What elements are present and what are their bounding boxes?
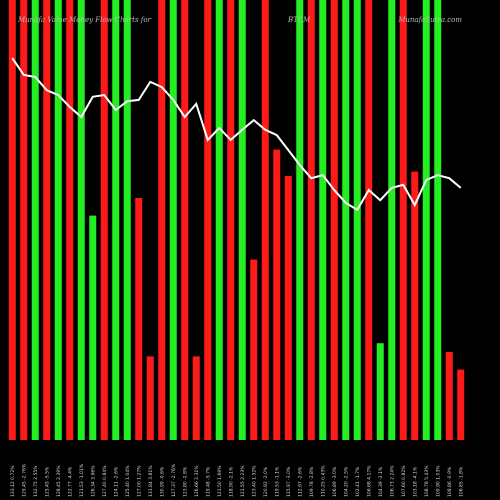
x-tick-label: 121.50 1.69% [217, 465, 223, 497]
bar [284, 176, 292, 440]
x-tick-label: 104.20 -2.5% [343, 466, 349, 497]
x-tick-label: 103.18 -4.1% [412, 466, 418, 497]
bar [89, 215, 97, 440]
x-tick-label: 129.45 -2.76% [21, 463, 27, 497]
x-tick-label: 131.84 3.81% [148, 465, 154, 497]
bar [192, 356, 200, 440]
bar [100, 0, 108, 440]
x-tick-label: 102.41 -1.7% [355, 466, 361, 497]
bar [146, 356, 154, 440]
bar [296, 0, 304, 440]
site: MunafaSutra.com [397, 16, 462, 24]
x-tick-label: 120.92 -2.0% [263, 466, 269, 497]
bar [77, 0, 85, 440]
bar [399, 0, 407, 440]
bar [434, 0, 442, 440]
x-tick-label: 119.48 -5.7% [205, 466, 211, 497]
x-tick-label: 109.90 1.03% [435, 465, 441, 497]
x-tick-label: 106.85 -1.8% [458, 466, 464, 497]
bar [112, 0, 120, 440]
x-tick-label: 104.39 -2.1% [378, 466, 384, 497]
x-tick-label: 126.34 3.96% [90, 465, 96, 497]
x-tick-label: 115.97 -3.0% [286, 466, 292, 497]
x-tick-label: 118.90 -2.1% [228, 466, 234, 497]
bar [365, 0, 373, 440]
bar [388, 0, 396, 440]
x-tick-label: 107.60 0.82% [401, 465, 407, 497]
x-tick-label: 109.78 -2.8% [309, 466, 315, 497]
bar [342, 0, 350, 440]
bar [457, 369, 465, 440]
bar [123, 0, 131, 440]
bar [215, 0, 223, 440]
bar [158, 0, 166, 440]
bar [376, 343, 384, 440]
x-tick-label: 121.53 -1.01% [79, 463, 85, 497]
bar [169, 0, 177, 440]
bar [181, 0, 189, 440]
x-tick-label: 132.75 2.55% [33, 465, 39, 497]
x-tick-label: 125.40 1.04% [125, 465, 131, 497]
bar [330, 0, 338, 440]
bar [422, 0, 430, 440]
x-tick-label: 133.12 0.72% [10, 465, 16, 497]
x-tick-label: 126.66 2.31% [194, 465, 200, 497]
chart-title: Munafa Value Money Flow Charts for [17, 16, 152, 24]
x-tick-label: 108.78 5.43% [424, 465, 430, 497]
x-tick-label: 127.40 0.84% [102, 465, 108, 497]
bar [31, 0, 39, 440]
x-tick-label: 130.99 -0.6% [159, 466, 165, 497]
bar [43, 0, 51, 440]
x-tick-label: 127.00 1.27% [136, 465, 142, 497]
x-tick-label: 119.53 -1.1% [274, 466, 280, 497]
x-tick-label: 108.86 -0.9% [447, 466, 453, 497]
x-tick-label: 106.89 -3.0% [332, 466, 338, 497]
bar [307, 0, 315, 440]
symbol: BTCM [287, 16, 311, 24]
x-tick-label: 124.11 -2.6% [113, 466, 119, 497]
x-tick-label: 106.73 2.24% [389, 465, 395, 497]
bar [273, 149, 281, 440]
x-tick-label: 128.45 2.39% [56, 465, 62, 497]
bar [411, 171, 419, 440]
bar [8, 0, 16, 440]
bars [8, 0, 465, 440]
bar [238, 0, 246, 440]
bar [227, 0, 235, 440]
x-tick-label: 123.80 -2.8% [182, 466, 188, 497]
x-tick-label: 110.25 0.43% [320, 465, 326, 497]
bar [54, 0, 62, 440]
bar [353, 0, 361, 440]
price-line [11, 57, 462, 212]
x-tick-label: 106.68 4.17% [366, 465, 372, 497]
bar [445, 352, 453, 440]
bar [319, 0, 327, 440]
x-tick-label: 123.40 1.52% [251, 465, 257, 497]
x-tick-label: 127.37 -2.76% [171, 463, 177, 497]
x-tick-label: 112.97 -2.6% [297, 466, 303, 497]
x-tick-label: 121.55 2.23% [240, 465, 246, 497]
bar [20, 0, 28, 440]
bar [204, 0, 212, 440]
bar [250, 259, 258, 440]
x-tick-label: 122.77 -4.4% [67, 466, 73, 497]
bar [66, 0, 74, 440]
bar [261, 0, 269, 440]
x-tick-label: 125.45 -5.5% [44, 466, 50, 497]
bar [135, 198, 143, 440]
